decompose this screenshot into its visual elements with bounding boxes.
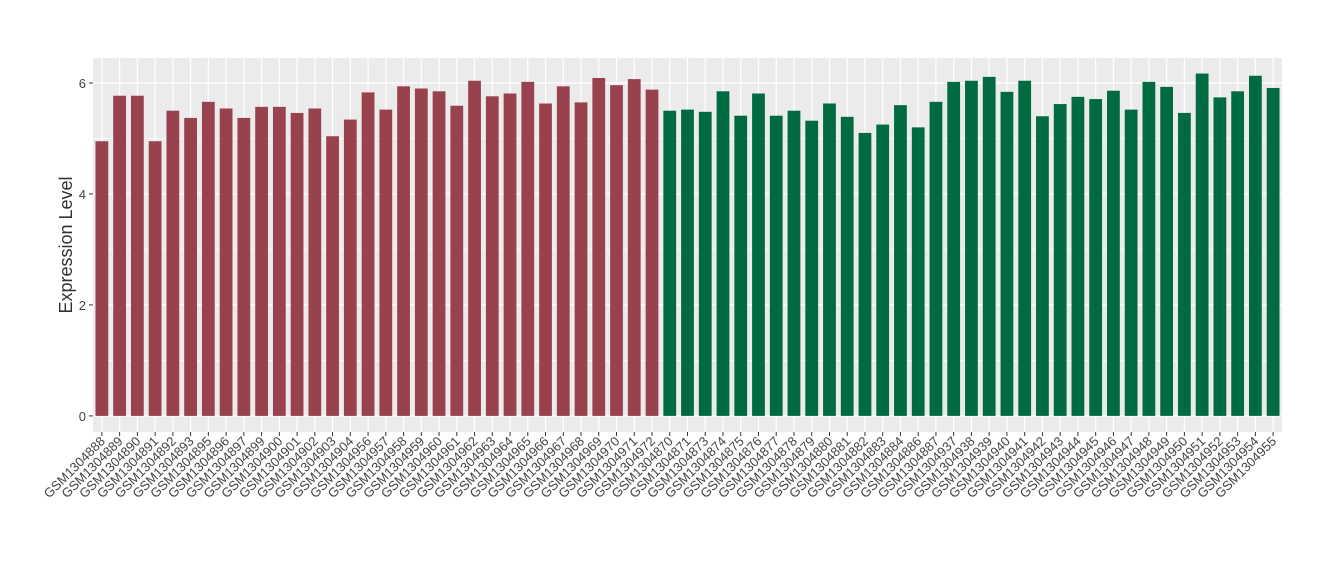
bar: [166, 110, 180, 416]
y-tick-label: 0: [79, 409, 86, 424]
bar: [468, 80, 481, 416]
bar: [1089, 99, 1103, 416]
bar: [503, 93, 517, 416]
bar: [1213, 97, 1227, 416]
y-tick-label: 4: [79, 187, 86, 202]
bar: [947, 81, 961, 416]
bar: [787, 110, 801, 416]
bar: [982, 76, 996, 416]
bar: [343, 119, 357, 416]
bar: [450, 105, 464, 416]
bar: [201, 101, 215, 416]
bar: [681, 109, 694, 416]
bar: [113, 95, 127, 416]
bar: [752, 93, 765, 416]
bar: [308, 108, 322, 416]
bar: [414, 88, 428, 416]
bar: [1107, 90, 1120, 416]
bar: [237, 117, 251, 416]
bar: [965, 80, 978, 416]
bar: [184, 117, 197, 416]
bar: [290, 112, 304, 416]
bar: [1053, 104, 1067, 416]
bar: [1248, 75, 1262, 416]
bar: [1266, 87, 1280, 416]
bar: [1036, 116, 1049, 416]
y-tick-label: 6: [79, 76, 86, 91]
bar: [521, 81, 535, 416]
y-tick-label: 2: [79, 298, 86, 313]
bar: [1178, 112, 1191, 416]
bar: [929, 101, 943, 416]
bar: [716, 91, 730, 416]
bar: [769, 115, 783, 416]
bar: [734, 115, 748, 416]
bar: [1195, 73, 1209, 416]
bar: [610, 85, 623, 416]
bar: [219, 108, 233, 416]
bar: [911, 127, 925, 416]
bar: [379, 109, 393, 416]
bar: [894, 105, 907, 416]
bar: [858, 132, 872, 416]
bar: [95, 141, 109, 416]
bar: [272, 106, 286, 416]
bar: [556, 86, 570, 416]
bar: [1231, 91, 1245, 416]
bar: [805, 120, 819, 416]
bar: [130, 95, 144, 416]
bar: [645, 89, 659, 416]
bar: [485, 96, 499, 416]
bar: [361, 92, 375, 416]
bar: [823, 103, 836, 416]
bar: [663, 110, 677, 416]
bar: [840, 116, 854, 416]
bar: [255, 106, 268, 416]
bar: [1124, 109, 1138, 416]
bar: [698, 111, 712, 416]
bar: [397, 86, 410, 416]
bar: [1071, 96, 1085, 416]
bar: [1160, 86, 1174, 416]
bar: [574, 102, 588, 416]
bar: [326, 136, 339, 416]
bar: [1142, 81, 1156, 416]
bar: [627, 79, 641, 416]
bar: [1018, 80, 1032, 416]
bar: [148, 141, 162, 416]
bar: [1000, 91, 1014, 416]
bar: [592, 77, 606, 416]
y-axis-label: Expression Level: [56, 176, 76, 313]
bar: [876, 124, 890, 416]
bar: [432, 91, 446, 416]
bar: [539, 103, 552, 416]
